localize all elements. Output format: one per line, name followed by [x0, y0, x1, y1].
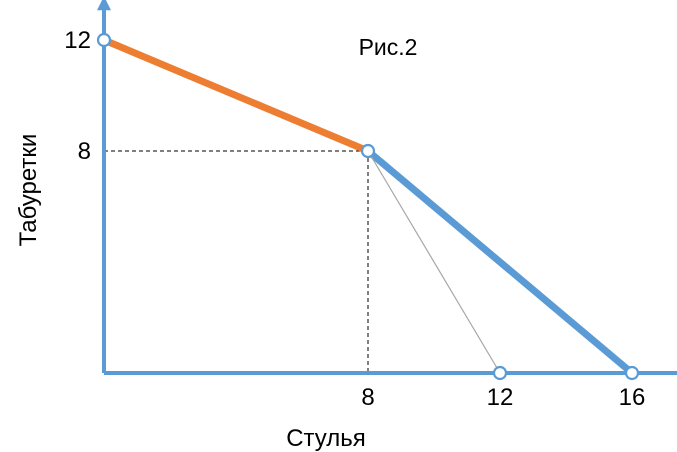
x-axis-label: Стулья	[286, 425, 366, 452]
x-tick-label-8: 8	[361, 384, 374, 411]
x-tick-labels: 8 12 16	[361, 384, 645, 411]
x-tick-label-12: 12	[487, 384, 514, 411]
point-marker-4	[624, 365, 640, 381]
orange-segment-line	[102, 36, 370, 155]
guide-lines	[104, 150, 369, 373]
chart-title: Рис.2	[359, 34, 418, 60]
point-markers	[96, 32, 640, 381]
blue-segment-line	[365, 148, 635, 376]
point-marker-2	[360, 143, 376, 159]
y-tick-label-8: 8	[78, 138, 91, 165]
y-axis-arrow	[97, 0, 111, 11]
y-tick-labels: 8 12	[64, 27, 91, 165]
gray-segment-line	[367, 150, 501, 374]
point-marker-1	[96, 32, 112, 48]
y-tick-label-12: 12	[64, 27, 91, 54]
point-marker-3	[492, 365, 508, 381]
y-axis-label: Табуретки	[15, 134, 42, 247]
series-lines	[102, 36, 635, 376]
axes	[97, 0, 677, 375]
x-tick-label-16: 16	[619, 384, 646, 411]
